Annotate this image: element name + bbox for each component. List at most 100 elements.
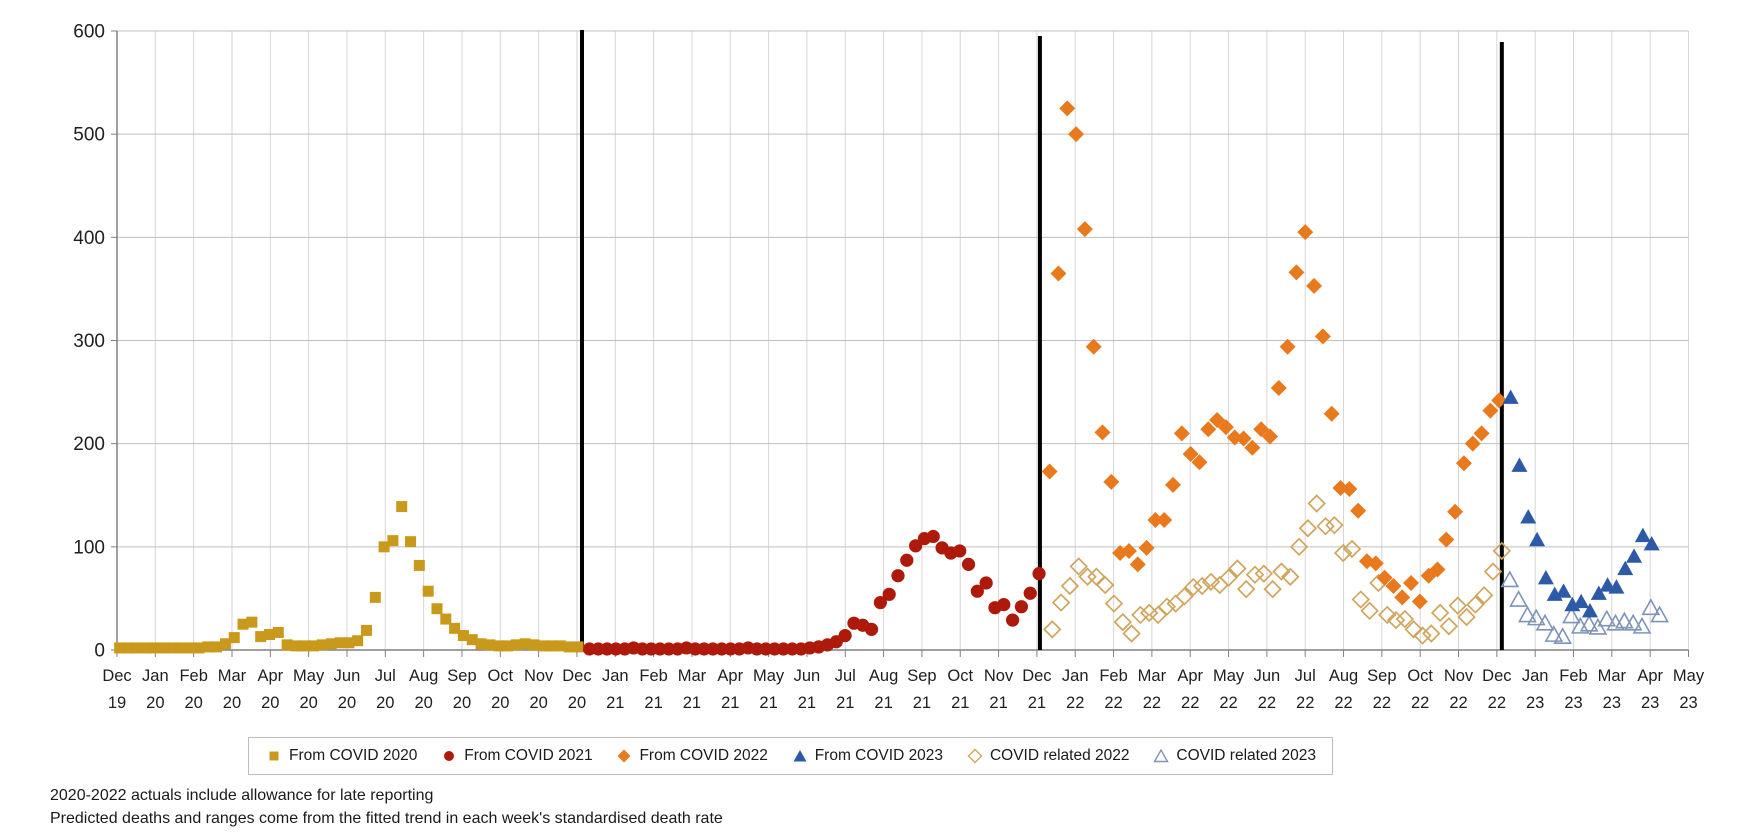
data-point-diamond <box>1165 476 1182 493</box>
data-point-diamond-hollow <box>1342 539 1362 559</box>
x-axis-year-label: 20 <box>529 694 547 712</box>
data-point-triangle <box>1573 593 1590 609</box>
data-point-diamond-hollow <box>1228 559 1247 578</box>
data-point-triangle <box>1502 389 1519 404</box>
data-point-diamond <box>1156 512 1173 529</box>
y-axis-label: 600 <box>73 22 105 43</box>
x-axis-month-label: Feb <box>1559 667 1587 685</box>
x-axis-month-label: Mar <box>1598 667 1627 685</box>
data-point-circle <box>1005 613 1020 627</box>
data-point-diamond <box>1314 328 1331 345</box>
data-point-circle <box>1023 586 1037 600</box>
data-point-diamond <box>1209 411 1226 428</box>
data-point-square <box>122 642 134 654</box>
data-point-triangle <box>1511 457 1528 472</box>
y-axis-label: 500 <box>73 125 105 146</box>
data-point-diamond <box>1447 503 1464 520</box>
data-point-square <box>158 642 170 654</box>
data-point-triangle-hollow <box>1632 616 1652 634</box>
data-point-square <box>493 640 505 652</box>
x-axis-month-label: Jun <box>794 667 821 685</box>
data-point-diamond <box>1191 454 1208 471</box>
x-axis-month-label: Mar <box>1138 667 1167 685</box>
data-point-circle <box>909 539 923 553</box>
data-point-diamond-hollow <box>1307 494 1326 513</box>
data-point-triangle <box>1537 569 1554 585</box>
data-point-circle <box>891 569 905 583</box>
x-axis-month-label: Mar <box>678 667 707 685</box>
data-point-diamond <box>1350 502 1367 519</box>
data-point-diamond-hollow <box>1184 577 1203 597</box>
diamond-legend-icon <box>617 749 631 763</box>
data-point-triangle <box>1590 585 1607 600</box>
data-point-square <box>413 559 425 571</box>
x-axis-month-label: Jan <box>602 667 629 685</box>
data-point-square <box>175 642 187 654</box>
legend: From COVID 2020 From COVID 2021 From COVID… <box>248 737 1333 775</box>
x-axis-year-label: 21 <box>644 694 662 712</box>
data-point-diamond-hollow <box>1413 626 1432 645</box>
x-axis-month-label: Jan <box>1522 667 1549 685</box>
data-point-diamond-hollow <box>1298 519 1318 538</box>
x-axis-year-label: 21 <box>874 694 892 712</box>
x-axis-year-label: 20 <box>453 694 471 712</box>
data-point-diamond <box>1288 264 1305 281</box>
y-axis-label: 0 <box>94 641 105 662</box>
x-axis-year-label: 20 <box>261 694 279 712</box>
data-point-triangle <box>1520 509 1537 524</box>
x-axis-month-label: Apr <box>717 667 743 685</box>
x-axis-year-label: 22 <box>1373 694 1391 712</box>
legend-item-from-covid-2021: From COVID 2021 <box>440 747 593 765</box>
data-point-square <box>572 641 584 653</box>
data-point-circle <box>961 557 976 571</box>
data-point-diamond-hollow <box>1157 597 1177 616</box>
data-point-diamond <box>1068 126 1085 143</box>
data-point-diamond <box>1173 425 1190 442</box>
x-axis-month-label: Aug <box>869 667 898 685</box>
data-point-square <box>440 613 452 625</box>
data-point-square <box>405 536 417 548</box>
data-point-circle <box>882 587 896 601</box>
x-axis-year-label: 23 <box>1603 694 1621 712</box>
legend-item-from-covid-2023: From COVID 2023 <box>791 747 943 765</box>
data-point-diamond <box>1306 277 1323 294</box>
x-axis-year-label: 22 <box>1181 694 1199 712</box>
x-axis-year-label: 21 <box>798 694 816 712</box>
data-point-triangle-hollow <box>1500 570 1520 588</box>
x-axis-month-label: Nov <box>524 667 554 685</box>
x-axis-month-label: Jan <box>142 667 169 685</box>
x-axis-month-label: Nov <box>984 667 1014 685</box>
data-point-square <box>387 535 399 547</box>
x-axis-month-label: Jan <box>1062 667 1089 685</box>
x-axis-year-label: 20 <box>376 694 394 712</box>
x-axis-year-label: 22 <box>1296 694 1314 712</box>
data-point-diamond-hollow <box>1448 596 1467 615</box>
data-point-square <box>510 639 522 651</box>
data-point-diamond-hollow <box>1378 605 1397 625</box>
data-point-diamond <box>1261 428 1278 445</box>
data-point-circle <box>926 529 940 544</box>
triangle-legend-icon <box>793 750 807 762</box>
x-axis-month-label: Sep <box>907 667 936 685</box>
data-point-square <box>528 639 540 651</box>
x-axis-year-label: 21 <box>1028 694 1046 712</box>
x-axis-month-label: Nov <box>1444 667 1474 685</box>
data-point-triangle-hollow <box>1535 613 1555 631</box>
data-point-circle <box>953 544 967 558</box>
data-point-square <box>466 634 478 646</box>
x-axis-month-label: Dec <box>102 667 131 685</box>
data-point-square <box>502 640 514 652</box>
data-point-square <box>219 638 231 650</box>
legend-item-from-covid-2020: From COVID 2020 <box>265 747 417 765</box>
data-point-triangle <box>1643 535 1660 551</box>
data-point-square <box>537 640 549 652</box>
data-point-square <box>554 640 566 652</box>
x-axis-year-label: 21 <box>759 694 777 712</box>
data-point-diamond <box>1482 402 1499 419</box>
diamond-glyph <box>617 749 631 763</box>
data-point-square <box>114 642 126 654</box>
data-point-diamond <box>1455 455 1472 472</box>
data-point-diamond-hollow <box>1333 543 1353 563</box>
